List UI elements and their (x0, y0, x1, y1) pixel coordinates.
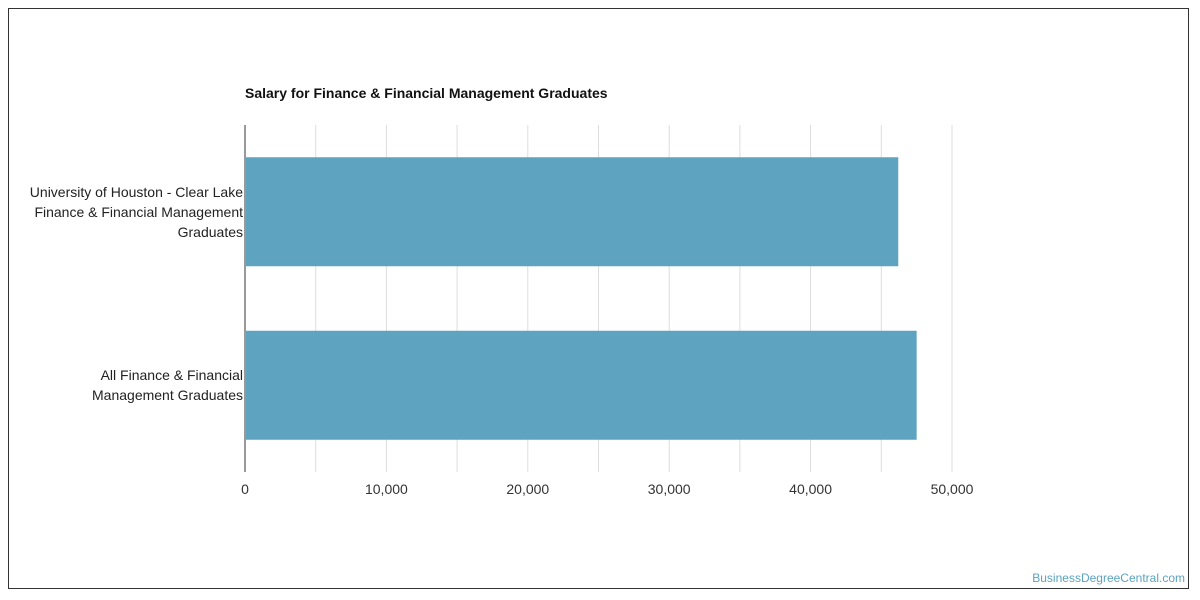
category-label-line: University of Houston - Clear Lake (29, 183, 243, 200)
category-label-0: University of Houston - Clear Lake Financ… (3, 182, 243, 242)
source-label[interactable]: BusinessDegreeCentral.com (1032, 571, 1185, 585)
x-tick-label: 0 (241, 481, 249, 497)
category-label-line: Graduates (177, 223, 243, 240)
x-tick-label: 40,000 (789, 481, 833, 497)
x-tick-label: 20,000 (506, 481, 550, 497)
x-tick-label: 50,000 (930, 481, 974, 497)
category-label-line: All Finance & Financial (100, 367, 243, 384)
bar-1[interactable] (246, 330, 917, 440)
bar-0[interactable] (246, 157, 899, 267)
chart-title: Salary for Finance & Financial Managemen… (245, 85, 608, 101)
category-label-1: All Finance & Financial Management Gradua… (3, 365, 243, 405)
x-tick-label: 30,000 (647, 481, 691, 497)
category-label-line: Management Graduates (92, 387, 243, 404)
x-tick-label: 10,000 (364, 481, 408, 497)
category-label-line: Finance & Financial Management (34, 203, 243, 220)
